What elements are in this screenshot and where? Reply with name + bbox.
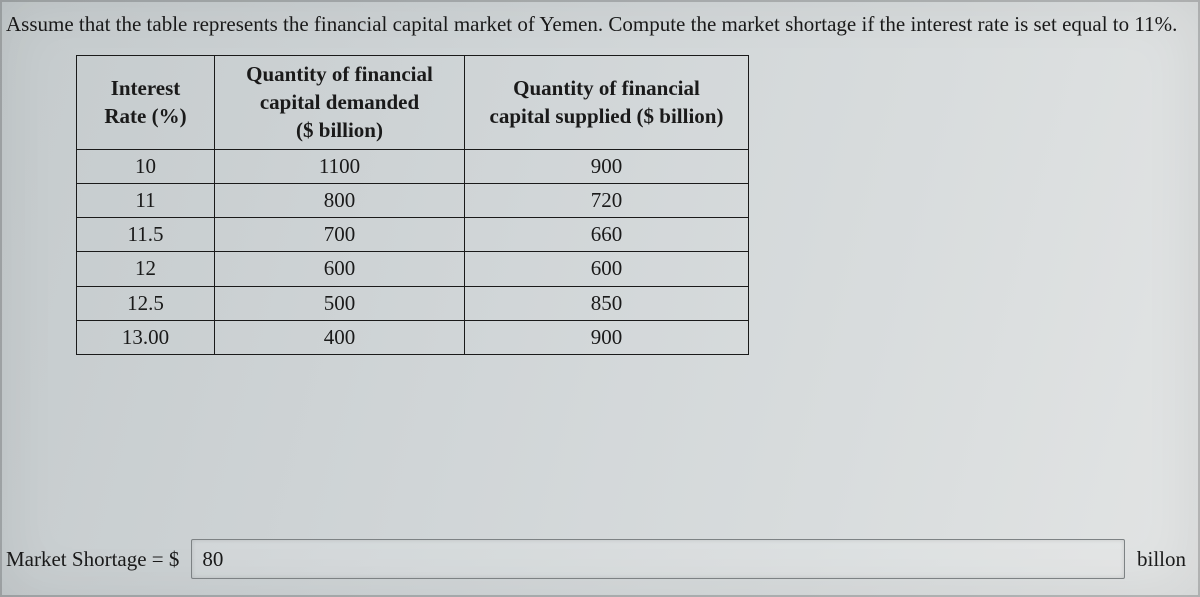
cell-rate: 12.5	[77, 286, 215, 320]
cell-demanded: 400	[215, 321, 465, 355]
cell-supplied: 660	[465, 218, 749, 252]
answer-unit: billon	[1137, 547, 1190, 572]
cell-supplied: 900	[465, 149, 749, 183]
cell-rate: 11	[77, 183, 215, 217]
cell-rate: 10	[77, 149, 215, 183]
cell-rate: 11.5	[77, 218, 215, 252]
col-header-demanded-l3: ($ billion)	[296, 118, 383, 142]
answer-label: Market Shortage = $	[6, 547, 179, 572]
col-header-demanded-l2: capital demanded	[260, 90, 419, 114]
table-row: 12 600 600	[77, 252, 749, 286]
table-row: 12.5 500 850	[77, 286, 749, 320]
question-prompt: Assume that the table represents the fin…	[6, 8, 1190, 41]
cell-supplied: 600	[465, 252, 749, 286]
col-header-rate-l2: Rate (%)	[104, 104, 186, 128]
col-header-demanded: Quantity of financial capital demanded (…	[215, 55, 465, 149]
cell-supplied: 850	[465, 286, 749, 320]
table-row: 13.00 400 900	[77, 321, 749, 355]
col-header-supplied: Quantity of financial capital supplied (…	[465, 55, 749, 149]
table-row: 11 800 720	[77, 183, 749, 217]
answer-row: Market Shortage = $ billon	[6, 539, 1190, 579]
col-header-demanded-l1: Quantity of financial	[246, 62, 433, 86]
table-region: Interest Rate (%) Quantity of financial …	[6, 55, 1190, 356]
cell-supplied: 900	[465, 321, 749, 355]
table-header-row: Interest Rate (%) Quantity of financial …	[77, 55, 749, 149]
cell-demanded: 600	[215, 252, 465, 286]
cell-demanded: 800	[215, 183, 465, 217]
capital-market-table: Interest Rate (%) Quantity of financial …	[76, 55, 749, 356]
col-header-rate-l1: Interest	[111, 76, 181, 100]
col-header-rate: Interest Rate (%)	[77, 55, 215, 149]
cell-supplied: 720	[465, 183, 749, 217]
cell-demanded: 1100	[215, 149, 465, 183]
cell-rate: 12	[77, 252, 215, 286]
cell-rate: 13.00	[77, 321, 215, 355]
table-row: 10 1100 900	[77, 149, 749, 183]
table-row: 11.5 700 660	[77, 218, 749, 252]
market-shortage-input[interactable]	[191, 539, 1125, 579]
cell-demanded: 500	[215, 286, 465, 320]
col-header-supplied-l1: Quantity of financial	[513, 76, 700, 100]
cell-demanded: 700	[215, 218, 465, 252]
col-header-supplied-l2: capital supplied ($ billion)	[490, 104, 724, 128]
